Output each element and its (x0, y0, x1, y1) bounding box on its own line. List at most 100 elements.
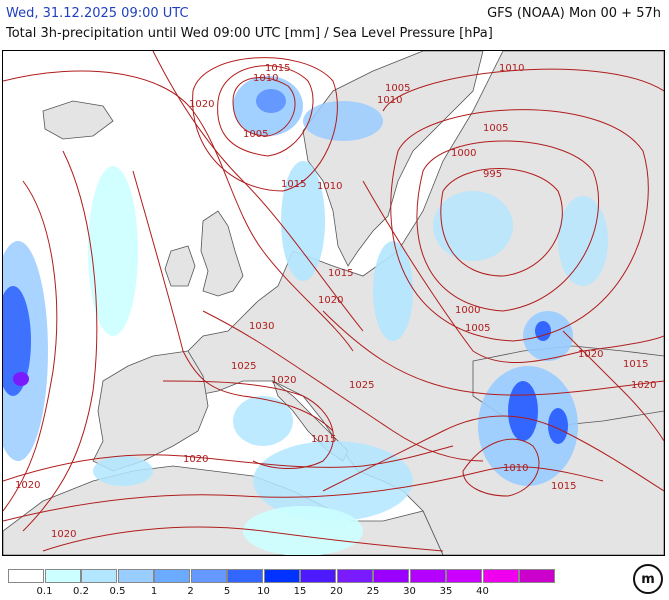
precip-atlantic-west-peak (13, 372, 29, 386)
precip-north-sea (281, 161, 325, 281)
isobar-label: 1010 (377, 95, 402, 106)
precip-black-sea-core (535, 321, 551, 341)
isobar-label: 1010 (253, 73, 278, 84)
isobar (440, 168, 563, 277)
isobar-label: 1020 (15, 480, 40, 491)
legend-swatch (263, 569, 300, 583)
precip-russia-east (558, 196, 608, 286)
isobar (152, 51, 364, 332)
legend-swatch (81, 569, 117, 583)
legend-tick: 40 (476, 586, 489, 597)
legend-swatch (336, 569, 373, 583)
isobar-label: 1020 (631, 380, 656, 391)
isobar-label: 1000 (455, 305, 480, 316)
isobar-label: 1005 (243, 129, 268, 140)
isobar-label: 1015 (265, 63, 290, 74)
weather-map[interactable]: 1015 1010 1020 1005 1010 1005 1010 1005 … (2, 50, 665, 556)
land-iceland (42, 100, 114, 140)
isobar-label: 995 (483, 169, 502, 180)
isobar-label: 1020 (183, 454, 208, 465)
isobar-label: 1010 (317, 181, 342, 192)
isobar (3, 180, 58, 512)
precip-atlas (93, 456, 153, 486)
isobar-label: 1015 (328, 268, 353, 279)
isobar-label: 1005 (385, 83, 410, 94)
precip-baltic (373, 241, 413, 341)
precip-legend (8, 569, 556, 585)
isobar (390, 109, 649, 342)
legend-swatch (44, 569, 81, 583)
precip-east-med-core (508, 381, 538, 441)
precip-med-west (233, 396, 293, 446)
legend-swatch (190, 569, 227, 583)
valid-time: Wed, 31.12.2025 09:00 UTC (6, 6, 189, 21)
precip-layer (3, 76, 608, 555)
isobar (462, 438, 540, 497)
logo-letter: m (641, 571, 655, 587)
precip-low-iceland-core (256, 89, 286, 113)
isobar (3, 445, 454, 482)
isobar (3, 466, 604, 522)
legend-tick: 2 (187, 586, 194, 597)
legend-tick: 35 (439, 586, 453, 597)
precip-norway (303, 101, 383, 141)
isobar-label: 1005 (483, 123, 508, 134)
isobar (362, 180, 664, 363)
legend-tick: 10 (257, 586, 270, 597)
isobar-label: 1010 (499, 63, 524, 74)
legend-swatch (482, 569, 519, 583)
land-iberia (92, 350, 209, 472)
isobar (322, 415, 664, 492)
legend-swatch (519, 569, 555, 583)
isobar (217, 65, 314, 157)
isobar (162, 380, 334, 469)
legend-tick: 0.5 (109, 586, 126, 597)
land-great-britain (200, 210, 244, 297)
isobar-label: 1015 (281, 179, 306, 190)
legend-swatch (373, 569, 409, 583)
isobar (42, 526, 444, 552)
isobar (416, 140, 600, 312)
legend-tick: 1 (150, 586, 158, 597)
map-subtitle: Total 3h-precipitation until Wed 09:00 U… (6, 26, 493, 41)
precip-atlantic-arc (88, 166, 138, 336)
legend-swatch (117, 569, 154, 583)
isobar (382, 68, 664, 112)
isobar-label: 1010 (503, 463, 528, 474)
isobar (192, 57, 338, 192)
precip-sahara (243, 506, 363, 555)
isobar-label: 1015 (551, 481, 576, 492)
isobar-layer (3, 51, 664, 552)
precip-legend-ticks: 0.1 0.2 0.5 1 2 5 10 15 20 25 30 35 40 (8, 586, 528, 600)
legend-swatch (227, 569, 263, 583)
legend-tick: 5 (223, 586, 231, 597)
map-svg: 1015 1010 1020 1005 1010 1005 1010 1005 … (3, 51, 664, 555)
legend-swatch (154, 569, 190, 583)
legend-tick: 15 (293, 586, 307, 597)
isobar (562, 330, 664, 442)
isobar (322, 310, 664, 396)
isobar-label: 1000 (451, 148, 476, 159)
legend-swatch (409, 569, 446, 583)
isobar (3, 70, 354, 352)
precip-east-med-peak (548, 408, 568, 444)
isobar-label: 1015 (311, 434, 336, 445)
legend-tick: 0.2 (73, 586, 89, 597)
isobar-labels: 1015 1010 1020 1005 1010 1005 1010 1005 … (15, 63, 656, 540)
model-run: GFS (NOAA) Mon 00 + 57h (487, 6, 661, 21)
isobar-label: 1020 (51, 529, 76, 540)
isobar (22, 150, 98, 532)
legend-tick: 25 (366, 586, 380, 597)
meteologix-logo-icon[interactable]: m (633, 564, 663, 594)
isobar (132, 170, 334, 432)
legend-swatch (8, 569, 44, 583)
isobar-label: 1015 (623, 359, 648, 370)
legend-tick: 20 (330, 586, 343, 597)
isobar-label: 1020 (271, 375, 296, 386)
legend-tick: 30 (403, 586, 416, 597)
isobar-label: 1020 (578, 349, 603, 360)
precip-russia-low (433, 191, 513, 261)
precip-atlantic-west-core (3, 286, 31, 396)
isobar-label: 1025 (231, 361, 256, 372)
isobar-label: 1005 (465, 323, 490, 334)
